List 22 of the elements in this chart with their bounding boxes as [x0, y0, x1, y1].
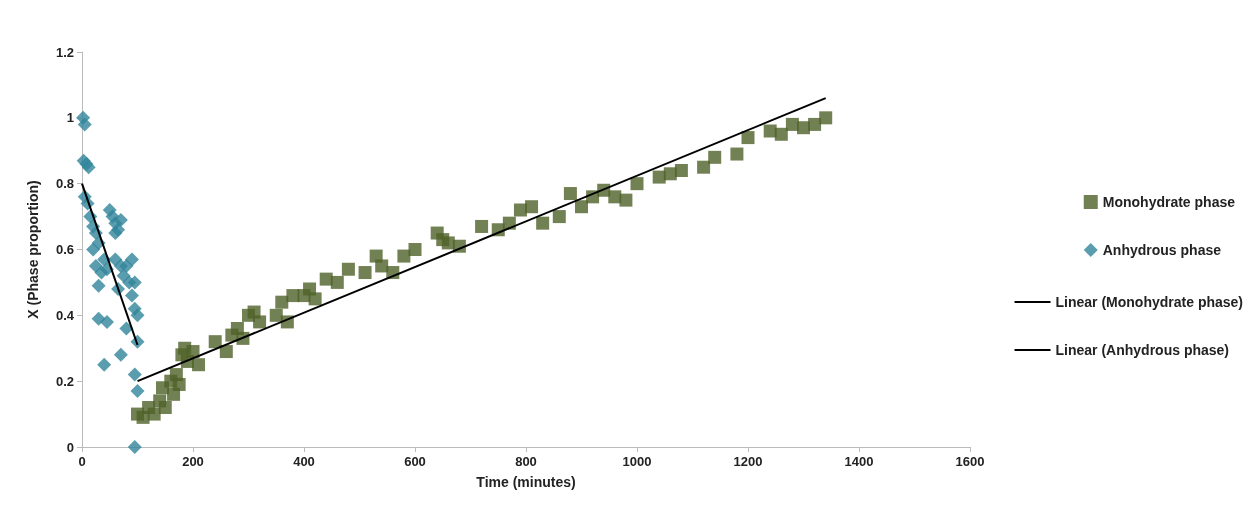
- x-tick-label: 200: [182, 454, 204, 469]
- y-tick-label: 0.2: [55, 373, 74, 389]
- legend-label: Anhydrous phase: [1102, 242, 1222, 258]
- x-tick-label: 600: [404, 454, 426, 469]
- y-tick-label: 0.4: [55, 307, 75, 323]
- x-tick-label: 1200: [733, 454, 763, 469]
- y-tick-label: 0.8: [55, 176, 74, 192]
- y-tick-label: 1.2: [55, 44, 74, 60]
- x-tick-label: 1600: [955, 454, 985, 469]
- x-axis-title: Time (minutes): [476, 474, 576, 490]
- x-tick-label: 400: [293, 454, 315, 469]
- legend-label: Monohydrate phase: [1102, 194, 1236, 210]
- x-tick-label: 800: [515, 454, 537, 469]
- legend-label: Linear (Monohydrate phase): [1055, 294, 1243, 310]
- x-tick-label: 1400: [844, 454, 874, 469]
- y-axis-title: X (Phase proportion): [25, 180, 41, 319]
- y-tick-label: 0.6: [55, 242, 74, 257]
- x-tick-label: 0: [78, 454, 86, 469]
- y-tick-label: 1: [66, 110, 74, 126]
- legend-label: Linear (Anhydrous phase): [1055, 342, 1229, 358]
- y-tick-label: 0: [66, 439, 74, 455]
- x-tick-label: 1000: [622, 454, 652, 469]
